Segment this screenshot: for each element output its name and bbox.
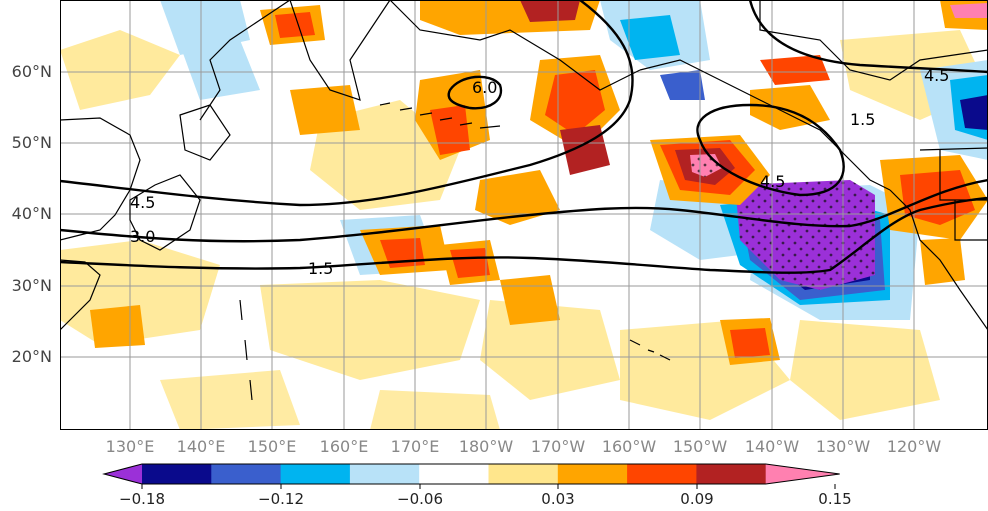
cb-label-5: 0.15 <box>818 490 852 508</box>
colorbar-segment <box>142 464 212 484</box>
map-canvas: 6.0 4.5 4.5 4.5 3.0 1.5 1.5 <box>60 0 988 430</box>
contour-label-4-5-west: 4.5 <box>130 193 155 212</box>
lon-label-160e: 160°E <box>319 437 369 456</box>
contour-label-6-0: 6.0 <box>472 78 497 97</box>
lon-label-120w: 120°W <box>886 437 942 456</box>
lon-label-150e: 150°E <box>247 437 297 456</box>
lon-label-130w: 130°W <box>815 437 871 456</box>
map-panel: 6.0 4.5 4.5 4.5 3.0 1.5 1.5 <box>60 0 988 430</box>
lon-label-140w: 140°W <box>744 437 800 456</box>
colorbar-segment <box>211 464 282 484</box>
colorbar-segment <box>696 464 767 484</box>
colorbar-segment <box>104 464 142 484</box>
contour-lines <box>60 0 988 274</box>
colorbar-outline <box>102 463 840 485</box>
colorbar-segment <box>419 464 489 484</box>
lat-label-60n: 60°N <box>11 62 52 81</box>
colorbar-ticks <box>141 484 836 489</box>
lon-label-180w: 180°W <box>458 437 514 456</box>
lon-label-160w: 160°W <box>601 437 657 456</box>
lon-label-170w: 170°W <box>530 437 586 456</box>
lon-label-140e: 140°E <box>176 437 226 456</box>
lon-label-170e: 170°E <box>390 437 440 456</box>
lon-label-150w: 150°W <box>672 437 728 456</box>
colorbar-segment <box>627 464 697 484</box>
cb-label-0: −0.18 <box>119 490 165 508</box>
colorbar-segments <box>102 463 840 485</box>
lat-label-50n: 50°N <box>11 133 52 152</box>
colorbar-segment <box>280 464 351 484</box>
contour-label-1-5-center: 1.5 <box>308 259 333 278</box>
lat-label-20n: 20°N <box>11 347 52 366</box>
lon-label-130e: 130°E <box>105 437 155 456</box>
contour-label-group: 6.0 4.5 4.5 4.5 3.0 1.5 1.5 <box>130 66 949 278</box>
contour-label-3-0: 3.0 <box>130 227 155 246</box>
cb-label-4: 0.09 <box>680 490 714 508</box>
contour-label-4-5-northeast: 4.5 <box>924 66 949 85</box>
colorbar-segment <box>765 464 840 484</box>
lat-label-40n: 40°N <box>11 204 52 223</box>
colorbar-segment <box>488 464 559 484</box>
gridlines <box>60 0 988 430</box>
contour-label-1-5-east: 1.5 <box>850 110 875 129</box>
colorbar-segment <box>557 464 628 484</box>
colorbar-segment <box>349 464 420 484</box>
contour-label-4-5-center: 4.5 <box>760 172 785 191</box>
lat-label-30n: 30°N <box>11 276 52 295</box>
cb-label-3: 0.03 <box>541 490 575 508</box>
cb-label-1: −0.12 <box>258 490 304 508</box>
cb-label-2: −0.06 <box>397 490 443 508</box>
